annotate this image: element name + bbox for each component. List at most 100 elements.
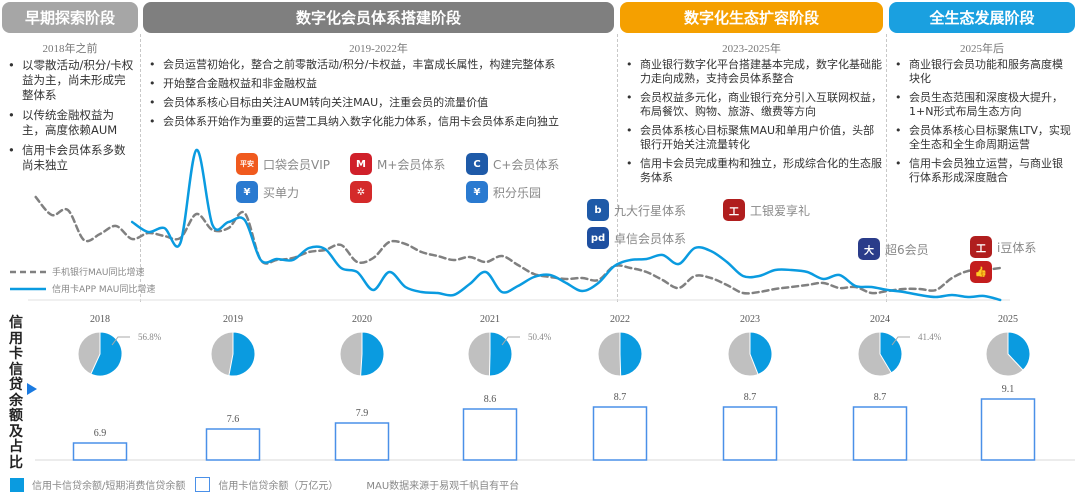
dashed-line-icon <box>10 270 46 273</box>
bullet-item: 会员体系开始作为重要的运营工具纳入数字化能力体系，信用卡会员体系走向独立 <box>147 115 615 129</box>
game-icon: 大 <box>858 238 880 260</box>
pie-leader-line <box>501 336 520 346</box>
pie-share-label: 56.8% <box>138 332 162 342</box>
bottom-legend: 信用卡信贷余额/短期消费信贷余额 信用卡信贷余额（万亿元） MAU数据来源于易观… <box>10 477 519 492</box>
period-label: 2023-2025年 <box>722 43 781 55</box>
pie-share-label: 50.4% <box>528 332 552 342</box>
period-label: 2019-2022年 <box>349 43 408 55</box>
pie-share-slice <box>1007 331 1031 371</box>
pie-share-slice <box>228 331 256 377</box>
balance-bar <box>592 406 648 461</box>
pie-year-label: 2021 <box>480 314 500 325</box>
spdb-icon: pd <box>587 227 609 249</box>
pie-rest-slice <box>727 331 773 377</box>
pie-year-label: 2020 <box>352 314 372 325</box>
bullet-item: 商业银行数字化平台搭建基本完成，数字化基础能力走向成熟，支持会员体系整合 <box>624 58 882 86</box>
bocom-icon: ¥ <box>236 181 258 203</box>
program-name: i豆体系 <box>997 241 1037 255</box>
bullet-item: 商业银行会员功能和服务高度模块化 <box>893 58 1073 86</box>
legend-balance-label: 信用卡信贷余额（万亿元） <box>218 481 339 492</box>
bar-value-label: 6.9 <box>94 428 107 439</box>
pie-leader-line <box>111 336 130 346</box>
bullet-item: 信用卡会员独立运营，与商业银行体系形成深度融合 <box>893 157 1073 185</box>
bullet-item: 信用卡会员体系多数尚未独立 <box>6 143 134 173</box>
pie-share-slice <box>879 331 903 374</box>
solid-line-icon <box>10 287 46 290</box>
section-marker-triangle <box>27 383 37 395</box>
icbc-icon: 工 <box>970 236 992 258</box>
pie-year-label: 2018 <box>90 314 110 325</box>
stage-bullets-full: 商业银行会员功能和服务高度模块化 会员生态范围和深度极大提升，1+N形式布局生态… <box>893 58 1073 190</box>
pie-share-slice <box>749 331 773 376</box>
bullet-item: 会员体系核心目标由关注AUM转向关注MAU，注重会员的流量价值 <box>147 96 615 110</box>
pie-rest-slice <box>77 331 123 377</box>
bank-b-icon: b <box>587 199 609 221</box>
mobile-banking-mau-line <box>34 195 1002 295</box>
stage-header-expand: 数字化生态扩容阶段 <box>620 2 883 33</box>
stage-header-early: 早期探索阶段 <box>2 2 138 33</box>
bar-value-label: 8.7 <box>874 392 887 403</box>
pie-leader-line <box>891 336 910 346</box>
pie-share-slice <box>360 331 385 377</box>
share-swatch-icon <box>10 477 24 492</box>
bar-value-label: 7.9 <box>356 408 369 419</box>
bullet-item: 以零散活动/积分/卡权益为主，尚未形成完整体系 <box>6 58 134 103</box>
icbc-icon: 工 <box>723 199 745 221</box>
pie-rest-slice <box>467 331 513 377</box>
legend-mobile-banking: 手机银行MAU同比增速 <box>10 265 145 278</box>
pie-rest-slice <box>210 331 256 377</box>
pie-rest-slice <box>857 331 903 377</box>
bullet-item: 会员运营初始化，整合之前零散活动/积分/卡权益，丰富成长属性，构建完整体系 <box>147 58 615 72</box>
pie-year-label: 2023 <box>740 314 760 325</box>
cmb-icon: M <box>350 153 372 175</box>
period-label: 2018年之前 <box>42 43 98 55</box>
pie-share-slice <box>488 331 513 377</box>
stage-header-full: 全生态发展阶段 <box>889 2 1075 33</box>
program-name: 工银爱享礼 <box>750 204 811 218</box>
pie-share-slice <box>90 331 123 377</box>
pie-rest-slice <box>339 331 385 377</box>
balance-bar <box>980 398 1036 461</box>
bullet-item: 会员权益多元化，商业银行充分引入互联网权益，布局餐饮、购物、旅游、缴费等方向 <box>624 91 882 119</box>
pie-share-label: 41.4% <box>918 332 942 342</box>
data-source-note: MAU数据来源于易观千帆自有平台 <box>366 481 520 492</box>
pie-rest-slice <box>597 331 643 377</box>
bullet-item: 开始整合金融权益和非金融权益 <box>147 77 615 91</box>
bocom-icon: ¥ <box>466 181 488 203</box>
balance-bar <box>852 406 908 461</box>
bar-value-label: 9.1 <box>1002 384 1015 395</box>
program-name: C+会员体系 <box>493 158 560 172</box>
stage-bullets-build: 会员运营初始化，整合之前零散活动/积分/卡权益，丰富成长属性，构建完整体系 开始… <box>147 58 615 134</box>
pie-year-label: 2024 <box>870 314 890 325</box>
pie-year-label: 2025 <box>998 314 1018 325</box>
program-name: 卓信会员体系 <box>614 232 687 246</box>
pie-year-label: 2022 <box>610 314 630 325</box>
stage-divider <box>886 34 887 302</box>
balance-bar <box>722 406 778 461</box>
pie-rest-slice <box>985 331 1031 377</box>
bullet-item: 信用卡会员完成重构和独立，形成综合化的生态服务体系 <box>624 157 882 185</box>
balance-bar <box>462 408 518 461</box>
ccb-icon: C <box>466 153 488 175</box>
bar-value-label: 8.7 <box>744 392 757 403</box>
program-name: 口袋会员VIP <box>263 158 330 172</box>
bullet-item: 会员体系核心目标聚焦LTV，实现全生态和全生命周期运营 <box>893 124 1073 152</box>
bullet-item: 会员体系核心目标聚焦MAU和单用户价值，头部银行开始关注流量转化 <box>624 124 882 152</box>
stage-header-build: 数字化会员体系搭建阶段 <box>143 2 614 33</box>
vertical-section-title: 信用卡信贷余额及占比 <box>9 315 23 471</box>
bar-value-label: 7.6 <box>227 414 240 425</box>
balance-bar <box>205 428 261 461</box>
program-name: 积分乐园 <box>493 186 542 200</box>
balance-swatch-icon <box>195 477 211 492</box>
program-name: M+会员体系 <box>377 158 446 172</box>
stage-divider <box>617 34 618 302</box>
legend-credit-card-app: 信用卡APP MAU同比增速 <box>10 282 155 295</box>
thumbs-up-icon: 👍 <box>970 261 992 283</box>
citic-icon: ✲ <box>350 181 372 203</box>
legend-share-label: 信用卡信贷余额/短期消费信贷余额 <box>32 481 186 492</box>
legend-label: 信用卡APP MAU同比增速 <box>52 285 156 295</box>
program-name: 买单力 <box>263 186 300 200</box>
bar-value-label: 8.6 <box>484 394 497 405</box>
stage-divider <box>140 34 141 302</box>
pingan-bank-icon: 平安 <box>236 153 258 175</box>
